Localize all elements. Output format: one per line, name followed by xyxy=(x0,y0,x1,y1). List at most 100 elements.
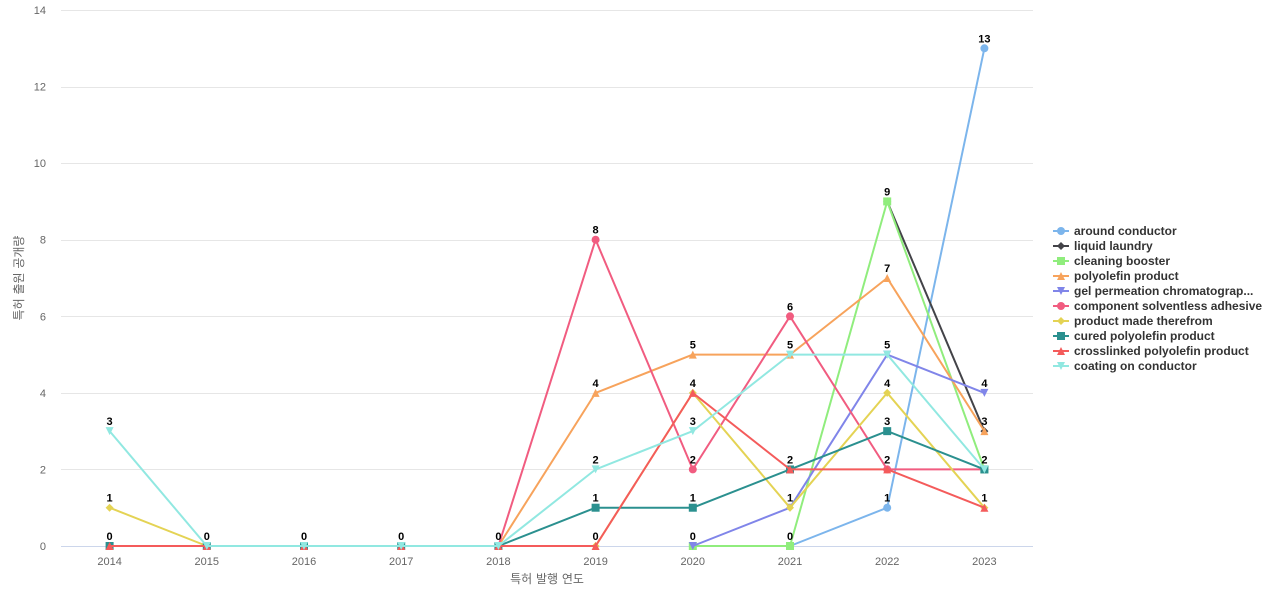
y-tick-label: 8 xyxy=(40,235,46,247)
data-label: 0 xyxy=(495,531,501,543)
series-layer xyxy=(105,44,989,550)
legend-item[interactable]: product made therefrom xyxy=(1053,314,1213,328)
y-tick-label: 2 xyxy=(40,464,46,476)
data-point xyxy=(591,503,600,512)
legend-marker xyxy=(1057,302,1065,310)
data-point xyxy=(591,388,600,397)
series-line xyxy=(108,430,986,547)
data-point xyxy=(105,542,114,550)
x-tick-label: 2017 xyxy=(389,556,413,568)
legend-marker xyxy=(1057,317,1065,325)
data-point xyxy=(883,465,892,474)
data-label: 5 xyxy=(884,340,890,352)
data-label: 13 xyxy=(978,33,990,45)
legend-item[interactable]: component solventless adhesive xyxy=(1053,299,1262,313)
data-point xyxy=(494,542,503,550)
series-line xyxy=(691,353,986,547)
x-tick-label: 2018 xyxy=(486,556,510,568)
x-tick-label: 2022 xyxy=(875,556,899,568)
legend-item[interactable]: polyolefin product xyxy=(1053,269,1179,283)
data-point xyxy=(397,542,406,550)
data-label: 1 xyxy=(690,493,696,505)
data-label: 6 xyxy=(787,301,793,313)
legend-marker xyxy=(1057,272,1065,280)
x-tick-label: 2019 xyxy=(583,556,607,568)
y-tick-label: 6 xyxy=(40,311,46,323)
data-label: 5 xyxy=(787,340,793,352)
legend-item[interactable]: around conductor xyxy=(1053,224,1177,238)
data-label: 1 xyxy=(981,493,987,505)
data-point xyxy=(591,542,600,550)
data-point xyxy=(883,274,892,282)
legend-label: component solventless adhesive xyxy=(1074,299,1262,313)
data-label: 4 xyxy=(884,378,891,390)
data-label: 2 xyxy=(593,454,599,466)
data-label: 0 xyxy=(301,531,307,543)
x-tick-label: 2021 xyxy=(778,556,802,568)
data-label: 4 xyxy=(690,378,697,390)
x-tick-label: 2023 xyxy=(972,556,996,568)
data-point xyxy=(883,197,892,206)
data-point xyxy=(591,235,600,244)
data-label: 1 xyxy=(884,493,890,505)
x-axis-ticks: 2014 2015 2016 2017 2018 2019 2020 2021 2022 2023 xyxy=(97,556,996,568)
y-tick-label: 0 xyxy=(40,541,46,553)
data-point xyxy=(980,427,989,436)
data-point xyxy=(105,503,114,512)
legend-marker xyxy=(1057,257,1065,265)
data-label: 4 xyxy=(981,378,988,390)
legend-label: cured polyolefin product xyxy=(1074,329,1215,343)
data-label: 0 xyxy=(787,531,793,543)
legend-label: gel permeation chromatograp... xyxy=(1074,284,1253,298)
legend-label: crosslinked polyolefin product xyxy=(1074,344,1249,358)
series-2 xyxy=(688,197,989,550)
legend-item[interactable]: liquid laundry xyxy=(1053,239,1153,253)
data-label: 1 xyxy=(107,493,113,505)
series-9 xyxy=(105,350,989,550)
legend-item[interactable]: cured polyolefin product xyxy=(1053,329,1215,343)
legend-marker xyxy=(1057,362,1065,370)
legend-marker xyxy=(1057,227,1065,235)
data-point xyxy=(688,542,697,550)
legend-marker xyxy=(1057,332,1065,340)
legend-marker xyxy=(1057,347,1065,355)
data-labels: 3 1 0 0 0 0 0 8 4 2 1 0 5 4 3 2 1 0 6 5 2 1 0 9 7 5 4 3 2 1 13 4 3 2 1 xyxy=(107,33,991,543)
data-label: 8 xyxy=(593,225,599,237)
x-tick-label: 2014 xyxy=(97,556,121,568)
legend-label: coating on conductor xyxy=(1074,359,1197,373)
data-label: 2 xyxy=(690,454,696,466)
legend-label: cleaning booster xyxy=(1074,254,1170,268)
series-0 xyxy=(786,44,989,550)
legend-item[interactable]: cleaning booster xyxy=(1053,254,1170,268)
data-label: 2 xyxy=(787,454,793,466)
data-point xyxy=(980,44,989,53)
data-point xyxy=(591,465,600,474)
data-label: 2 xyxy=(884,454,890,466)
data-label: 3 xyxy=(981,416,987,428)
legend-item[interactable]: coating on conductor xyxy=(1053,359,1197,373)
series-line xyxy=(108,353,986,547)
legend-label: polyolefin product xyxy=(1074,269,1179,283)
data-point xyxy=(883,503,892,512)
series-line xyxy=(691,200,986,547)
y-tick-label: 4 xyxy=(40,388,46,400)
data-point xyxy=(105,427,114,436)
legend-item[interactable]: gel permeation chromatograp... xyxy=(1053,284,1253,298)
data-point xyxy=(786,542,794,550)
data-label: 0 xyxy=(398,531,404,543)
y-axis-ticks: 0 2 4 6 8 10 12 14 xyxy=(34,5,46,553)
data-point xyxy=(202,542,211,550)
data-point xyxy=(883,388,892,397)
data-point xyxy=(786,503,794,512)
legend-item[interactable]: crosslinked polyolefin product xyxy=(1053,344,1249,358)
legend-label: product made therefrom xyxy=(1074,314,1213,328)
legend-marker xyxy=(1057,287,1065,295)
data-label: 1 xyxy=(787,493,793,505)
data-point xyxy=(688,350,697,359)
data-point xyxy=(786,350,794,359)
data-label: 0 xyxy=(593,531,599,543)
x-tick-label: 2016 xyxy=(292,556,316,568)
data-label: 7 xyxy=(884,263,890,275)
